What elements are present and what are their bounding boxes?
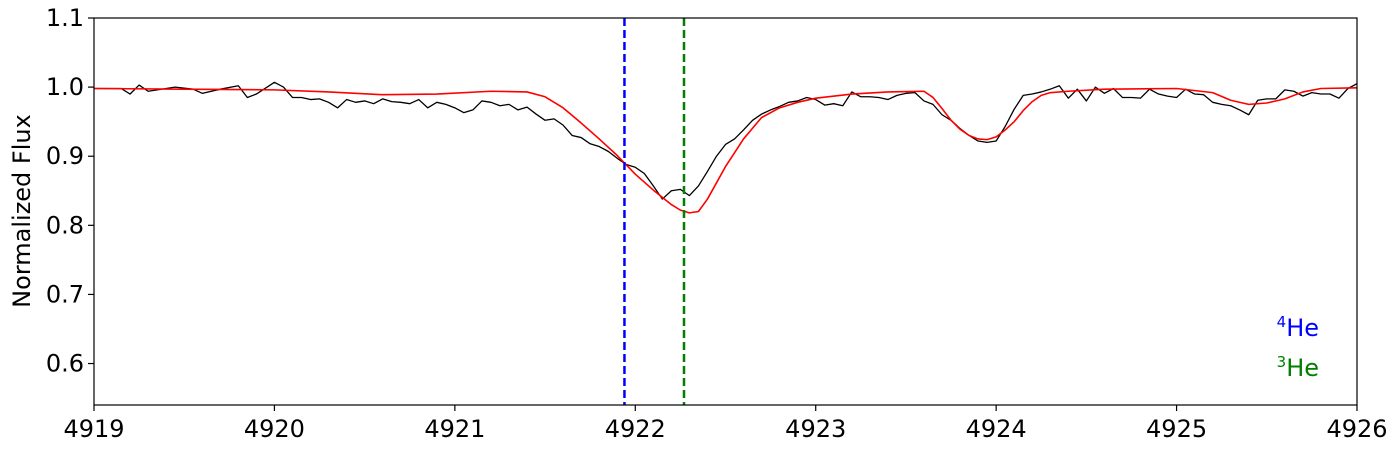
legend-entry-he3: 3He [1277,353,1319,382]
x-tick-label: 4919 [63,415,124,443]
x-tick-label: 4923 [785,415,846,443]
series-layer [93,81,1358,214]
legend-entry-he3-label: He [1286,354,1319,382]
y-tick-label: 0.9 [46,142,84,170]
legend-entry-he3-sup: 3 [1277,353,1287,371]
axes-frame [94,18,1357,405]
x-tick-label: 4926 [1326,415,1387,443]
reference-lines [623,18,686,405]
y-tick-label: 1.0 [46,73,84,101]
x-tick-label: 4921 [424,415,485,443]
legend-entry-he4: 4He [1277,313,1319,342]
x-tick-label: 4922 [605,415,666,443]
x-tick-label: 4925 [1146,415,1207,443]
series-line-1 [93,87,1358,214]
x-axis: 4919 4920 4921 4922 4923 4924 4925 4926 [63,405,1388,443]
axes-border [93,17,1358,406]
y-tick-label: 0.7 [46,280,84,308]
x-tick-label: 4920 [244,415,305,443]
y-axis-title: Normalized Flux [8,114,36,308]
legend-entry-he4-sup: 4 [1277,313,1287,331]
isotope-legend: 4He 3He [1277,313,1319,382]
y-tick-label: 0.6 [46,350,84,378]
legend-entry-he4-label: He [1286,314,1319,342]
plot-area [93,17,1358,406]
y-tick-label: 1.1 [46,4,84,32]
x-tick-label: 4924 [966,415,1027,443]
y-axis: 0.6 0.7 0.8 0.9 1.0 1.1 [46,4,94,378]
series-line-0 [94,81,1358,200]
y-tick-label: 0.8 [46,211,84,239]
